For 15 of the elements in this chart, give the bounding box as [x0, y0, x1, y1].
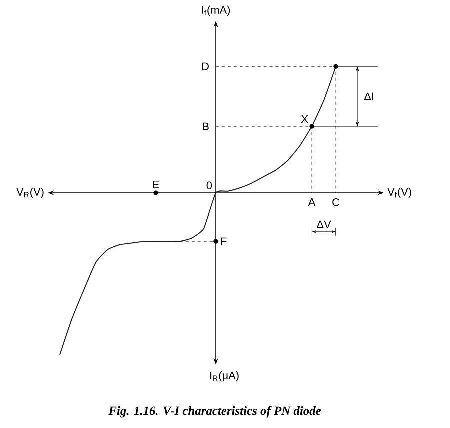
annotation: F: [221, 238, 227, 246]
text: Fig. 1.16. V-I characteristics of PN diode: [108, 406, 322, 418]
annotation: E: [153, 180, 160, 188]
annotation: ΔV: [317, 220, 332, 228]
annotation: D: [202, 62, 209, 70]
annotation: C: [332, 198, 340, 206]
annotation: ΔI: [364, 92, 374, 100]
x-axis-title: V$_{f}$(V): [388, 188, 412, 198]
annotation: A: [308, 198, 316, 206]
text: I$_{R}$(μA): [210, 371, 239, 382]
annotation: X: [301, 116, 308, 124]
y-axis-title: I$_{f}$(mA): [202, 6, 230, 16]
text: V$_{R}$(V): [16, 188, 44, 198]
annotation: B: [203, 122, 209, 130]
annotation: 0: [206, 182, 212, 190]
